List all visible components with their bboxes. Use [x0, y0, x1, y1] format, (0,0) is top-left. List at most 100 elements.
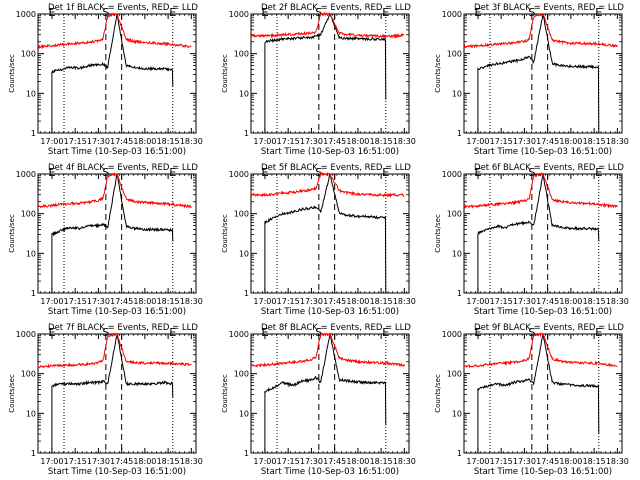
- y-axis-label: Counts/sec: [8, 374, 16, 413]
- x-tick-label: 17:30: [300, 457, 323, 466]
- x-tick-label: 17:30: [87, 457, 110, 466]
- events-series-line: [477, 14, 600, 134]
- x-tick-label: 18:15: [370, 137, 393, 146]
- y-axis-label: Counts/sec: [434, 214, 442, 253]
- lld-series-line: [463, 172, 618, 209]
- x-tick-label: 18:30: [606, 137, 629, 146]
- y-tick-label: 100: [234, 210, 249, 219]
- y-tick-label: 100: [234, 370, 249, 379]
- interval-marker-label: E: [595, 326, 602, 339]
- x-tick-label: 17:45: [323, 137, 346, 146]
- x-tick-label: 18:15: [157, 137, 180, 146]
- x-tick-label: 17:15: [277, 457, 300, 466]
- panel-title: Det 8f BLACK = Events, RED = LLD: [261, 323, 411, 333]
- x-tick-label: 17:00: [253, 457, 276, 466]
- x-axis-label: Start Time (10-Sep-03 16:51:00): [474, 467, 612, 477]
- detector-panel-7: Det 7f BLACK = Events, RED = LLD 1 10 100 10…: [8, 323, 203, 477]
- plot-frame: [37, 173, 197, 294]
- interval-marker-label: E: [474, 6, 481, 19]
- interval-marker-label: S: [528, 6, 535, 19]
- interval-marker-label: E: [48, 166, 55, 179]
- y-tick-label: 10: [26, 409, 36, 418]
- detector-panel-1: Det 1f BLACK = Events, RED = LLD 1 10 100 10…: [8, 3, 203, 157]
- y-tick-label: 1000: [442, 10, 462, 19]
- panel-title: Det 6f BLACK = Events, RED = LLD: [474, 163, 624, 173]
- interval-marker-label: E: [382, 326, 389, 339]
- lld-series-line: [37, 172, 192, 209]
- interval-marker-label: S: [315, 326, 322, 339]
- y-axis-label: Counts/sec: [8, 214, 16, 253]
- y-tick-label: 10: [239, 409, 249, 418]
- interval-marker-label: S: [102, 166, 109, 179]
- y-tick-label: 100: [21, 210, 36, 219]
- x-tick-label: 17:30: [513, 297, 536, 306]
- y-tick-label: 10: [452, 409, 462, 418]
- x-tick-label: 18:00: [346, 137, 369, 146]
- interval-marker-label: E: [474, 166, 481, 179]
- x-tick-label: 17:45: [110, 457, 133, 466]
- x-tick-label: 18:00: [559, 297, 582, 306]
- panel-title: Det 1f BLACK = Events, RED = LLD: [48, 3, 198, 13]
- interval-marker-label: E: [169, 166, 176, 179]
- x-tick-label: 18:00: [133, 297, 156, 306]
- x-axis-label: Start Time (10-Sep-03 16:51:00): [261, 467, 399, 477]
- interval-marker-label: E: [48, 6, 55, 19]
- x-tick-label: 17:30: [87, 297, 110, 306]
- x-tick-label: 17:30: [87, 137, 110, 146]
- x-tick-label: 18:30: [393, 297, 416, 306]
- x-tick-label: 18:15: [583, 297, 606, 306]
- x-tick-label: 17:30: [513, 457, 536, 466]
- x-tick-label: 18:30: [393, 457, 416, 466]
- x-tick-label: 17:15: [490, 457, 513, 466]
- y-tick-label: 100: [21, 370, 36, 379]
- y-tick-label: 1: [31, 289, 36, 298]
- interval-marker-label: E: [474, 326, 481, 339]
- events-series-line: [264, 333, 387, 453]
- y-tick-label: 1: [244, 289, 249, 298]
- x-axis-label: Start Time (10-Sep-03 16:51:00): [261, 307, 399, 317]
- x-tick-label: 18:15: [583, 137, 606, 146]
- lld-series-line: [250, 172, 405, 199]
- interval-marker-label: S: [102, 6, 109, 19]
- interval-marker-label: S: [315, 6, 322, 19]
- y-tick-label: 10: [26, 89, 36, 98]
- x-tick-label: 17:45: [110, 297, 133, 306]
- y-tick-label: 10: [452, 249, 462, 258]
- x-tick-label: 17:00: [40, 457, 63, 466]
- interval-marker-label: E: [595, 6, 602, 19]
- y-tick-label: 100: [21, 50, 36, 59]
- lld-series-line: [37, 332, 192, 369]
- y-tick-label: 10: [452, 89, 462, 98]
- interval-marker-label: S: [528, 326, 535, 339]
- interval-marker-label: E: [382, 166, 389, 179]
- x-tick-label: 18:15: [157, 297, 180, 306]
- y-tick-label: 10: [239, 89, 249, 98]
- x-axis-label: Start Time (10-Sep-03 16:51:00): [48, 467, 186, 477]
- y-tick-label: 100: [447, 370, 462, 379]
- x-tick-label: 18:30: [180, 137, 203, 146]
- y-tick-label: 1000: [442, 170, 462, 179]
- x-tick-label: 17:45: [536, 137, 559, 146]
- x-tick-label: 18:00: [346, 457, 369, 466]
- interval-marker-label: E: [595, 166, 602, 179]
- x-tick-label: 17:15: [64, 457, 87, 466]
- x-tick-label: 17:30: [300, 137, 323, 146]
- y-axis-label: Counts/sec: [221, 54, 229, 93]
- y-tick-label: 10: [26, 249, 36, 258]
- y-tick-label: 1: [457, 129, 462, 138]
- x-tick-label: 17:00: [466, 297, 489, 306]
- interval-marker-label: E: [261, 6, 268, 19]
- y-tick-label: 1000: [442, 330, 462, 339]
- panel-title: Det 3f BLACK = Events, RED = LLD: [474, 3, 624, 13]
- y-tick-label: 1000: [229, 330, 249, 339]
- x-tick-label: 18:30: [606, 297, 629, 306]
- interval-marker-label: S: [102, 326, 109, 339]
- lld-series-line: [463, 13, 618, 49]
- x-tick-label: 18:15: [370, 297, 393, 306]
- x-tick-label: 17:15: [64, 297, 87, 306]
- x-tick-label: 17:00: [253, 137, 276, 146]
- x-tick-label: 18:00: [559, 137, 582, 146]
- y-tick-label: 1000: [16, 10, 36, 19]
